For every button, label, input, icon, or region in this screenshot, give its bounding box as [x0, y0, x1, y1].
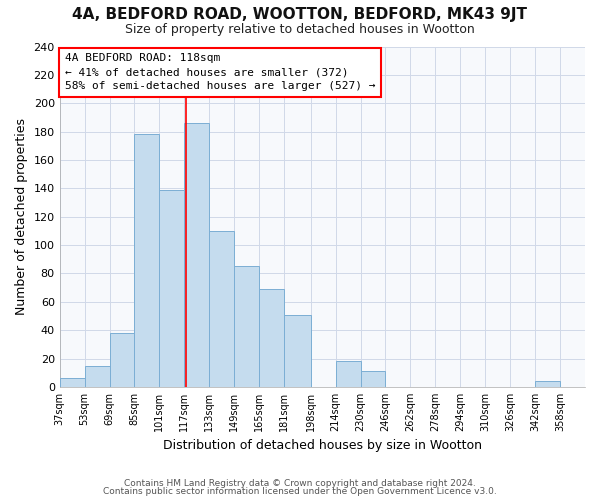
Text: Size of property relative to detached houses in Wootton: Size of property relative to detached ho…	[125, 22, 475, 36]
Bar	[209, 231, 234, 387]
Bar	[335, 362, 361, 387]
Bar	[284, 314, 311, 387]
Y-axis label: Number of detached properties: Number of detached properties	[15, 118, 28, 315]
Bar	[259, 289, 284, 387]
Text: 4A, BEDFORD ROAD, WOOTTON, BEDFORD, MK43 9JT: 4A, BEDFORD ROAD, WOOTTON, BEDFORD, MK43…	[73, 8, 527, 22]
Text: Contains HM Land Registry data © Crown copyright and database right 2024.: Contains HM Land Registry data © Crown c…	[124, 478, 476, 488]
Bar	[361, 372, 385, 387]
Bar	[59, 378, 85, 387]
Bar	[85, 366, 110, 387]
Text: 4A BEDFORD ROAD: 118sqm
← 41% of detached houses are smaller (372)
58% of semi-d: 4A BEDFORD ROAD: 118sqm ← 41% of detache…	[65, 54, 376, 92]
Bar	[134, 134, 160, 387]
Bar	[160, 190, 184, 387]
Text: Contains public sector information licensed under the Open Government Licence v3: Contains public sector information licen…	[103, 487, 497, 496]
Bar	[184, 123, 209, 387]
X-axis label: Distribution of detached houses by size in Wootton: Distribution of detached houses by size …	[163, 440, 482, 452]
Bar	[110, 333, 134, 387]
Bar	[234, 266, 259, 387]
Bar	[535, 382, 560, 387]
